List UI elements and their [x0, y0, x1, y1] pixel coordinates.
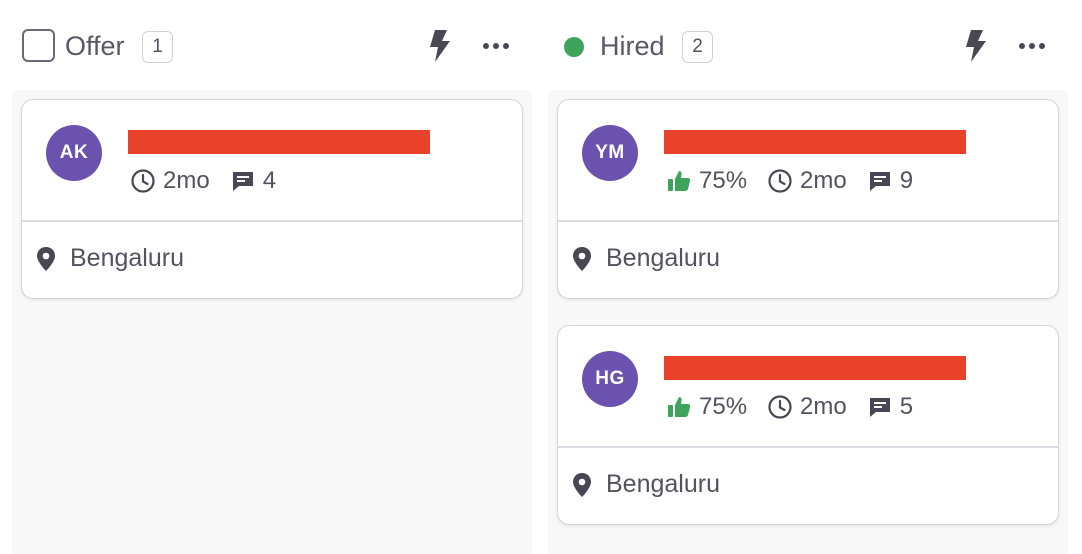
comments-meta: 9 — [867, 167, 913, 195]
card-divider — [558, 220, 1058, 222]
candidate-meta-row: 2mo 4 — [130, 166, 296, 196]
candidate-name-redacted — [664, 356, 966, 380]
comment-icon — [232, 172, 253, 191]
clock-icon — [768, 395, 792, 419]
stage-title: Hired — [600, 31, 665, 61]
stage-header-offer: Offer 1 — [12, 24, 532, 68]
location-text: Bengaluru — [606, 244, 720, 272]
comments-count: 4 — [262, 167, 277, 194]
stage-cards-list: YM 75% — [548, 90, 1068, 554]
candidate-name-redacted — [664, 130, 966, 154]
age-meta: 2mo — [767, 167, 847, 195]
score-value: 75% — [699, 167, 748, 194]
thumbs-up-icon — [668, 171, 691, 191]
score-meta: 75% — [666, 393, 747, 421]
location-text: Bengaluru — [70, 244, 184, 272]
card-divider — [22, 220, 522, 222]
comments-meta: 4 — [230, 167, 276, 195]
location: Bengaluru — [572, 470, 720, 499]
stage-count-badge: 2 — [682, 31, 713, 63]
candidate-card-header: AK 2mo — [22, 100, 522, 220]
candidate-card[interactable]: HG 75% — [557, 325, 1059, 525]
comment-icon — [869, 172, 890, 191]
score-meta: 75% — [666, 167, 747, 195]
avatar: AK — [46, 125, 102, 181]
location: Bengaluru — [36, 244, 184, 273]
comment-icon — [869, 398, 890, 417]
map-pin-icon — [573, 472, 591, 497]
more-horizontal-icon[interactable] — [482, 38, 510, 54]
candidate-meta-row: 75% 2mo — [666, 166, 933, 196]
candidate-card[interactable]: YM 75% — [557, 99, 1059, 299]
bolt-icon[interactable] — [426, 28, 454, 64]
comments-count: 5 — [899, 393, 914, 420]
clock-icon — [768, 169, 792, 193]
candidate-name-redacted — [128, 130, 430, 154]
location-text: Bengaluru — [606, 470, 720, 498]
stage-count-badge: 1 — [142, 31, 173, 63]
thumbs-up-icon — [668, 397, 691, 417]
clock-icon — [131, 169, 155, 193]
map-pin-icon — [573, 246, 591, 271]
select-stage-checkbox[interactable] — [22, 29, 55, 62]
card-divider — [558, 446, 1058, 448]
age-meta: 2mo — [130, 167, 210, 195]
candidate-card-footer: Bengaluru — [558, 222, 1058, 298]
stage-title: Offer — [65, 31, 125, 61]
candidate-card-footer: Bengaluru — [558, 448, 1058, 524]
age-value: 2mo — [163, 167, 210, 194]
age-value: 2mo — [800, 167, 847, 194]
candidate-card-header: YM 75% — [558, 100, 1058, 220]
location: Bengaluru — [572, 244, 720, 273]
stage-cards-list: AK 2mo — [12, 90, 532, 554]
candidate-card-header: HG 75% — [558, 326, 1058, 446]
avatar: HG — [582, 351, 638, 407]
age-meta: 2mo — [767, 393, 847, 421]
candidate-meta-row: 75% 2mo — [666, 392, 933, 422]
candidate-card[interactable]: AK 2mo — [21, 99, 523, 299]
comments-meta: 5 — [867, 393, 913, 421]
bolt-icon[interactable] — [962, 28, 990, 64]
more-horizontal-icon[interactable] — [1018, 38, 1046, 54]
score-value: 75% — [699, 393, 748, 420]
avatar: YM — [582, 125, 638, 181]
comments-count: 9 — [899, 167, 914, 194]
map-pin-icon — [37, 246, 55, 271]
stage-header-hired: Hired 2 — [548, 24, 1068, 68]
stage-status-dot — [564, 37, 584, 57]
candidate-card-footer: Bengaluru — [22, 222, 522, 298]
age-value: 2mo — [800, 393, 847, 420]
